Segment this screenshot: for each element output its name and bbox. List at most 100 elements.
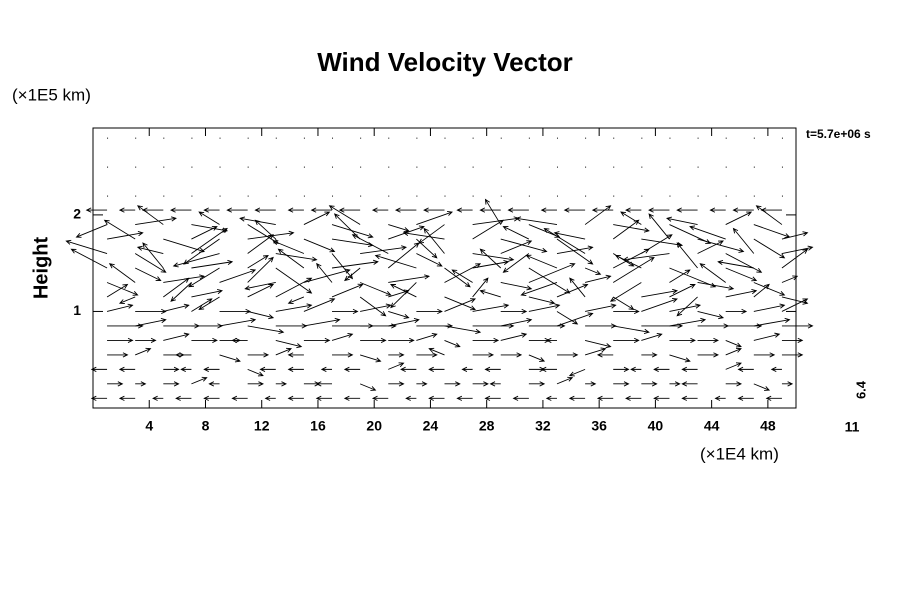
vector-arrow [461,366,473,372]
x-tick-label: 44 [704,418,720,434]
vector-dot [641,195,643,197]
vector-arrow [203,207,220,213]
vector-arrow [781,352,804,358]
vector-arrow [198,211,220,225]
vector-arrow [343,366,361,372]
vector-arrow [394,207,417,213]
vector-dot [219,195,221,197]
vector-dot [107,137,109,139]
vector-arrow [697,337,719,343]
vector-arrow [681,395,698,401]
vector-arrow [502,253,530,273]
vector-arrow [219,308,252,315]
vector-arrow [500,318,533,327]
vector-arrow [287,352,304,358]
vector-arrow [479,248,502,269]
vector-arrow [697,282,735,291]
vector-arrow [472,253,515,262]
vector-arrow [540,207,557,213]
vector-arrow [331,332,354,341]
vector-dot [360,195,362,197]
vector-arrow [753,282,786,296]
x-tick-label: 28 [479,418,495,434]
vector-arrow [755,205,783,225]
vector-dot [500,195,502,197]
vector-arrow [310,207,333,213]
vector-arrow [545,337,557,343]
vector-dot [303,137,305,139]
vector-arrow [315,381,333,387]
vector-arrow [135,216,177,225]
vector-dot [275,195,277,197]
vector-arrow [669,284,696,298]
vector-arrow [137,205,164,225]
vector-arrow [613,381,630,387]
vector-dot [388,166,390,168]
vector-dot [781,195,783,197]
vector-dot [781,137,783,139]
vector-arrow [388,337,415,343]
ref-v-label: 6.4 [853,380,868,399]
vector-arrow [388,352,405,358]
vector-arrow [585,303,617,312]
vector-arrow [609,282,642,302]
vector-arrow [331,283,364,298]
vector-arrow [332,308,359,315]
vector-dot [753,137,755,139]
vector-arrow [315,395,333,401]
vector-dot [444,137,446,139]
vector-dot [107,195,109,197]
vector-dot [275,137,277,139]
vector-arrow [781,245,814,254]
vector-arrow [172,253,220,268]
vector-dot [725,195,727,197]
vector-arrow [107,352,129,358]
vector-arrow [737,395,754,401]
vector-arrow [563,207,586,213]
vector-dot [388,137,390,139]
x-tick-label: 32 [535,418,551,434]
vector-arrow [331,238,374,248]
vector-arrow [648,207,670,213]
vector-arrow [203,395,220,401]
x-tick-label: 16 [310,418,326,434]
vector-arrow [781,323,814,329]
vector-arrow [303,238,336,253]
vector-arrow [303,337,331,343]
vector-arrow [75,224,108,238]
ref-u-label: 11 [845,419,860,435]
vector-arrow [725,211,753,225]
vector-arrow [725,267,758,282]
vector-arrow [135,308,167,315]
vector-arrow [489,381,501,387]
vector-arrow [681,381,698,387]
vector-arrow [106,230,144,240]
vector-dot [556,195,558,197]
vector-arrow [669,224,712,244]
vector-arrow [247,352,270,358]
vector-arrow [596,352,614,358]
x-tick-label: 24 [423,418,439,434]
vector-arrow [316,262,333,283]
vector-arrow [141,207,164,213]
vector-arrow [106,282,139,296]
vector-arrow [231,337,248,343]
vector-arrow [344,267,361,282]
vector-dot [585,137,587,139]
vector-arrow [423,207,445,213]
vector-dot [528,137,530,139]
vector-arrow [388,274,431,283]
vector-arrow [416,253,443,267]
vector-arrow [254,207,276,213]
vector-arrow [444,267,471,288]
vector-arrow [428,347,445,356]
vector-arrow [118,207,136,213]
vector-arrow [444,325,482,334]
vector-arrow [507,207,529,213]
vector-arrow [390,282,417,309]
vector-dot [669,166,671,168]
vector-arrow [641,234,673,254]
vector-dot [219,166,221,168]
vector-arrow [568,395,586,401]
vector-arrow [584,267,602,276]
